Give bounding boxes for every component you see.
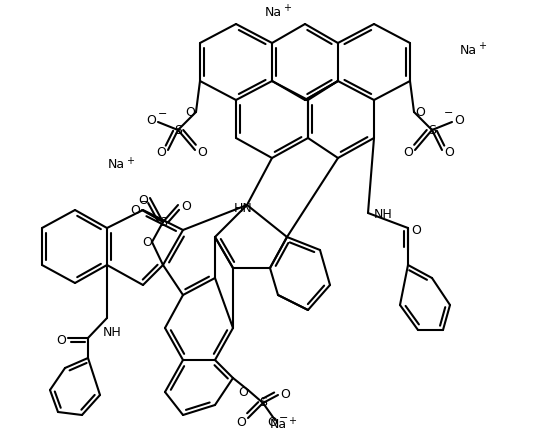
Text: O: O [415, 106, 425, 119]
Text: +: + [283, 3, 291, 13]
Text: O: O [181, 201, 191, 213]
Text: O: O [267, 417, 277, 430]
Text: −: − [279, 413, 289, 423]
Text: O: O [146, 113, 156, 127]
Text: O: O [280, 389, 290, 402]
Text: O: O [411, 225, 421, 237]
Text: O: O [238, 386, 248, 399]
Text: HN: HN [234, 201, 253, 215]
Text: S: S [259, 396, 267, 410]
Text: O: O [142, 236, 152, 248]
Text: O: O [185, 106, 195, 119]
Text: NH: NH [374, 208, 392, 222]
Text: NH: NH [103, 326, 121, 339]
Text: Na: Na [264, 6, 281, 18]
Text: Na: Na [270, 418, 287, 431]
Text: S: S [174, 124, 182, 137]
Text: O: O [444, 146, 454, 159]
Text: Na: Na [107, 159, 124, 172]
Text: S: S [428, 124, 436, 137]
Text: −: − [140, 197, 150, 207]
Text: +: + [288, 416, 296, 426]
Text: O: O [236, 416, 246, 428]
Text: +: + [126, 156, 134, 166]
Text: O: O [56, 335, 66, 347]
Text: O: O [403, 146, 413, 159]
Text: O: O [454, 113, 464, 127]
Text: +: + [478, 41, 486, 51]
Text: −: − [158, 109, 168, 119]
Text: Na: Na [459, 43, 476, 57]
Text: −: − [444, 108, 454, 118]
Text: O: O [138, 194, 148, 206]
Text: O: O [197, 146, 207, 159]
Text: O: O [130, 204, 140, 216]
Text: O: O [156, 146, 166, 159]
Text: S: S [159, 215, 167, 229]
